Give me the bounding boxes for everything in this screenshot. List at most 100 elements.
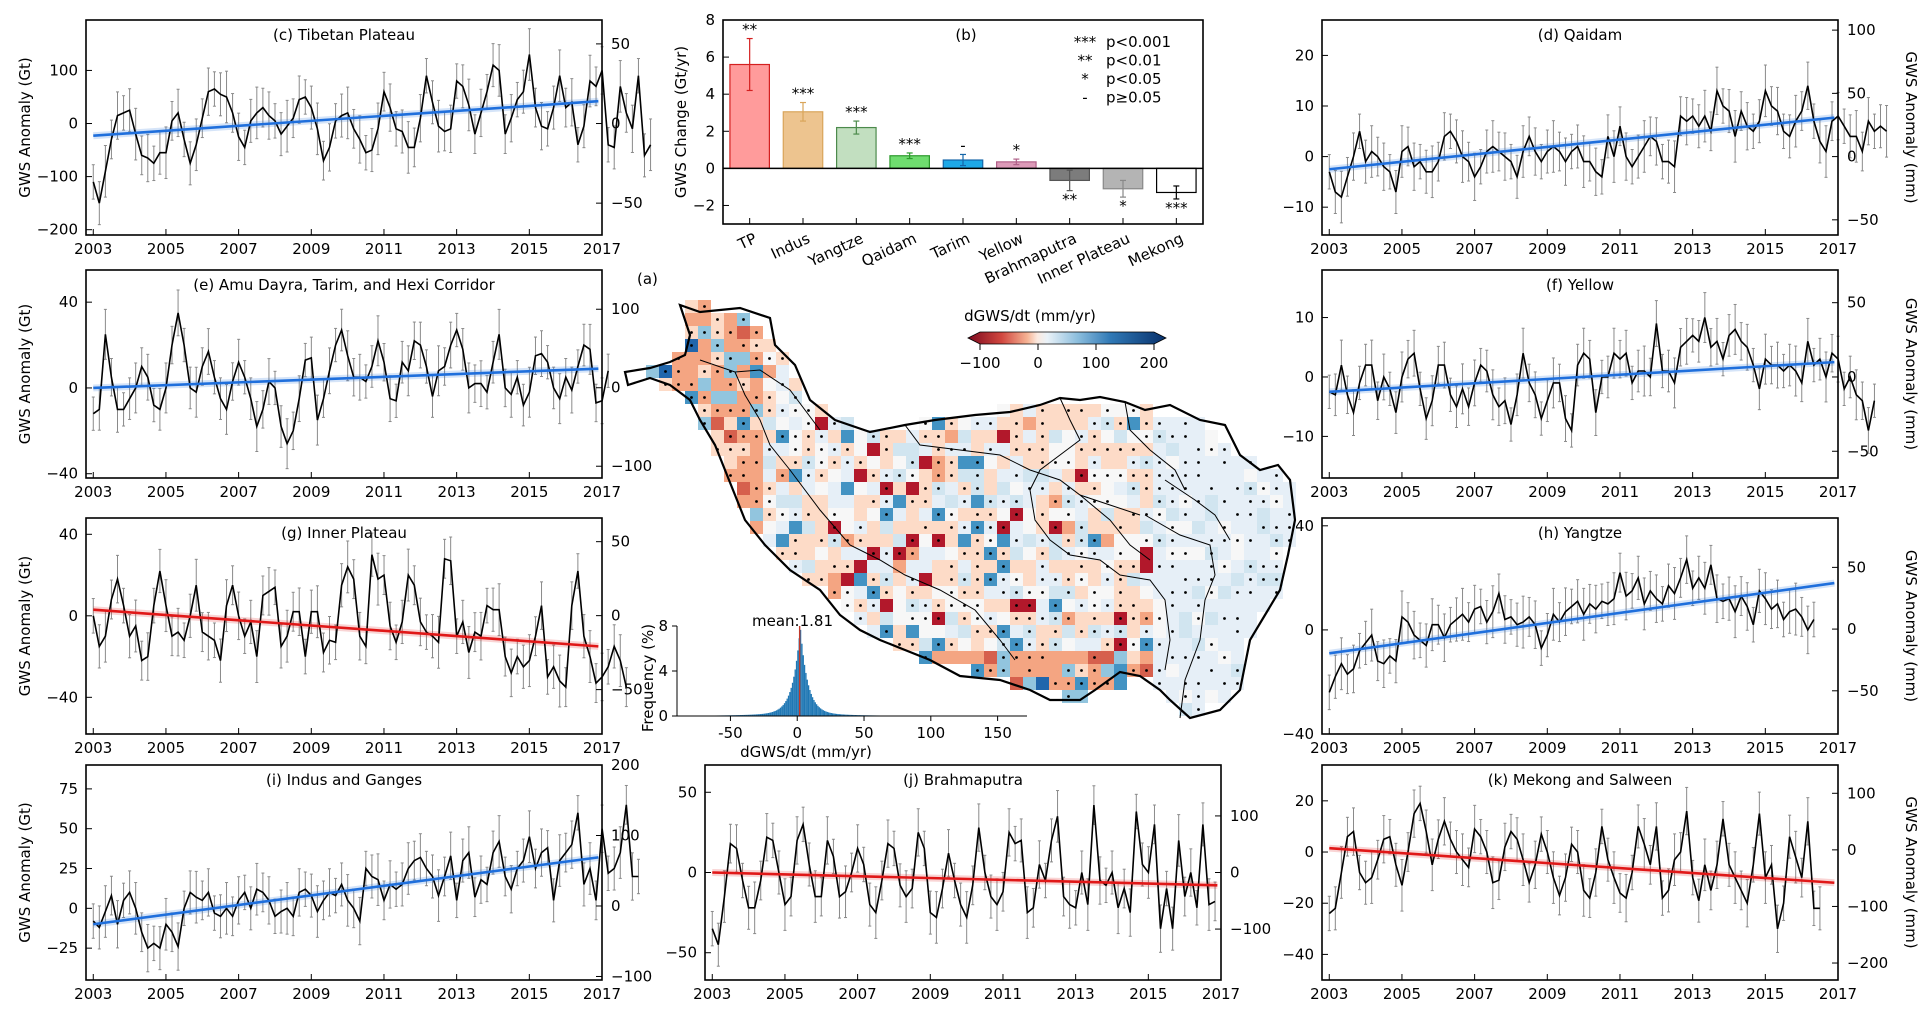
map-cell	[1075, 638, 1088, 651]
significance-dot	[859, 617, 862, 620]
significance-dot	[989, 552, 992, 555]
histogram-bar	[806, 679, 808, 716]
significance-dot	[1093, 500, 1096, 503]
map-cell	[776, 443, 789, 456]
histogram-bar	[761, 713, 763, 716]
map-cell	[893, 573, 906, 586]
map-cell	[815, 508, 828, 521]
y2-tick-label: 50	[1847, 84, 1866, 102]
significance-dot	[1275, 578, 1278, 581]
histogram-bar	[775, 710, 778, 716]
significance-dot	[885, 435, 888, 438]
legend-text: p≥0.05	[1106, 89, 1162, 107]
significance-dot	[989, 422, 992, 425]
map-cell	[698, 378, 711, 391]
significance-dot	[976, 513, 979, 516]
map-cell	[1101, 534, 1114, 547]
x-tick-label: Indus	[768, 229, 813, 263]
map-cell	[1153, 625, 1166, 638]
y-tick-label: 100	[49, 61, 78, 79]
map-cell	[997, 534, 1010, 547]
significance-dot	[1262, 526, 1265, 529]
map-cell	[893, 599, 906, 612]
map-cell	[724, 391, 737, 404]
map-cell	[867, 443, 880, 456]
histogram-bar	[842, 714, 844, 716]
significance-dot	[1093, 422, 1096, 425]
significance-dot	[1041, 578, 1044, 581]
map-cell	[828, 547, 841, 560]
histogram-bar	[758, 714, 760, 716]
map-cell	[1231, 469, 1244, 482]
significance-dot	[1015, 448, 1018, 451]
significance-dot	[950, 643, 953, 646]
significance-dot	[1080, 409, 1083, 412]
significance-dot	[794, 435, 797, 438]
map-cell	[1114, 651, 1127, 664]
significance-dot	[1223, 682, 1226, 685]
map-cell	[815, 495, 828, 508]
map-cell	[867, 521, 880, 534]
significance-dot	[781, 383, 784, 386]
significance-dot	[1041, 422, 1044, 425]
y2-tick-label: 0	[611, 607, 621, 625]
map-cell	[893, 456, 906, 469]
map-cell	[1127, 586, 1140, 599]
histogram-bar	[750, 714, 752, 716]
significance-dot	[768, 357, 771, 360]
map-cell	[815, 482, 828, 495]
y2-tick-label: 100	[611, 826, 640, 844]
map-cell	[880, 521, 893, 534]
x-tick-label: 2009	[292, 240, 330, 258]
significance-dot	[794, 513, 797, 516]
map-cell	[1036, 664, 1049, 677]
legend-text: p<0.01	[1106, 52, 1162, 70]
y-tick-label: −40	[1282, 945, 1314, 963]
map-cell	[1036, 521, 1049, 534]
significance-dot	[1119, 578, 1122, 581]
significance-dot	[1041, 448, 1044, 451]
legend-text: p<0.001	[1106, 33, 1171, 51]
map-cell	[776, 521, 789, 534]
map-cell	[945, 612, 958, 625]
significance-dot	[781, 552, 784, 555]
map-cell	[1179, 534, 1192, 547]
x-tick-label: 2017	[583, 483, 621, 501]
significance-dot	[1223, 617, 1226, 620]
significance-dot	[963, 487, 966, 490]
significance-dot	[755, 409, 758, 412]
map-cell	[1192, 664, 1205, 677]
x-tick-label: 2017	[1819, 739, 1857, 757]
map-cell	[984, 560, 997, 573]
significance-dot	[1002, 500, 1005, 503]
map-cell	[1153, 651, 1166, 664]
map-cell	[1010, 625, 1023, 638]
map-cell	[1114, 495, 1127, 508]
significance-dot	[794, 448, 797, 451]
significance-dot	[1145, 669, 1148, 672]
map-cell	[919, 586, 932, 599]
y-tick-label: 25	[59, 860, 78, 878]
histogram-bar	[793, 676, 795, 716]
significance-dot	[820, 435, 823, 438]
x-tick-label: 2011	[1601, 739, 1639, 757]
map-cell	[919, 638, 932, 651]
x-tick-label: 2015	[1746, 240, 1784, 258]
significance-dot	[716, 448, 719, 451]
histogram-bar	[852, 714, 854, 716]
significance-dot	[1171, 552, 1174, 555]
significance-dot	[1210, 591, 1213, 594]
significance-dot	[937, 513, 940, 516]
map-cell	[1010, 547, 1023, 560]
significance-dot	[989, 526, 992, 529]
significance-dot	[729, 435, 732, 438]
significance-dot	[833, 513, 836, 516]
map-cell	[1205, 430, 1218, 443]
panel-title: (j) Brahmaputra	[903, 771, 1023, 789]
map-cell	[1192, 430, 1205, 443]
significance-dot	[989, 578, 992, 581]
map-cell	[1153, 521, 1166, 534]
significance-dot	[885, 487, 888, 490]
significance-dot	[1106, 630, 1109, 633]
significance-dot	[1210, 539, 1213, 542]
